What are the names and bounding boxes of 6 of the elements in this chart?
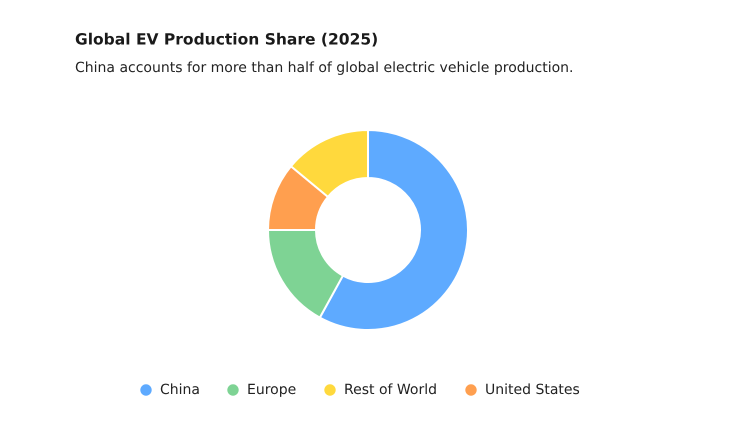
chart-subtitle: China accounts for more than half of global electric vehicle production. [75, 60, 574, 76]
chart-title: Global EV Production Share (2025) [75, 30, 378, 48]
legend-label: Europe [247, 382, 296, 398]
legend-label: United States [485, 382, 580, 398]
legend-label: China [160, 382, 200, 398]
legend-label: Rest of World [344, 382, 438, 398]
